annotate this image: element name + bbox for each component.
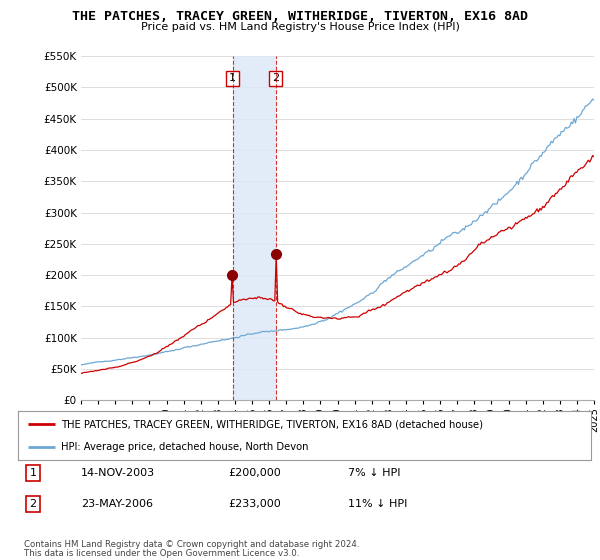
Text: Price paid vs. HM Land Registry's House Price Index (HPI): Price paid vs. HM Land Registry's House …: [140, 22, 460, 32]
Text: £233,000: £233,000: [228, 499, 281, 509]
Text: This data is licensed under the Open Government Licence v3.0.: This data is licensed under the Open Gov…: [24, 549, 299, 558]
Bar: [233, 56, 276, 400]
Text: THE PATCHES, TRACEY GREEN, WITHERIDGE, TIVERTON, EX16 8AD (detached house): THE PATCHES, TRACEY GREEN, WITHERIDGE, T…: [61, 419, 483, 430]
Text: 1: 1: [29, 468, 37, 478]
Text: 2: 2: [272, 73, 280, 83]
Text: Contains HM Land Registry data © Crown copyright and database right 2024.: Contains HM Land Registry data © Crown c…: [24, 540, 359, 549]
Text: 23-MAY-2006: 23-MAY-2006: [81, 499, 153, 509]
Text: 2: 2: [29, 499, 37, 509]
Text: 14-NOV-2003: 14-NOV-2003: [81, 468, 155, 478]
Text: £200,000: £200,000: [228, 468, 281, 478]
Text: 7% ↓ HPI: 7% ↓ HPI: [348, 468, 401, 478]
Text: HPI: Average price, detached house, North Devon: HPI: Average price, detached house, Nort…: [61, 442, 308, 452]
Text: 11% ↓ HPI: 11% ↓ HPI: [348, 499, 407, 509]
Text: THE PATCHES, TRACEY GREEN, WITHERIDGE, TIVERTON, EX16 8AD: THE PATCHES, TRACEY GREEN, WITHERIDGE, T…: [72, 10, 528, 23]
Text: 1: 1: [229, 73, 236, 83]
